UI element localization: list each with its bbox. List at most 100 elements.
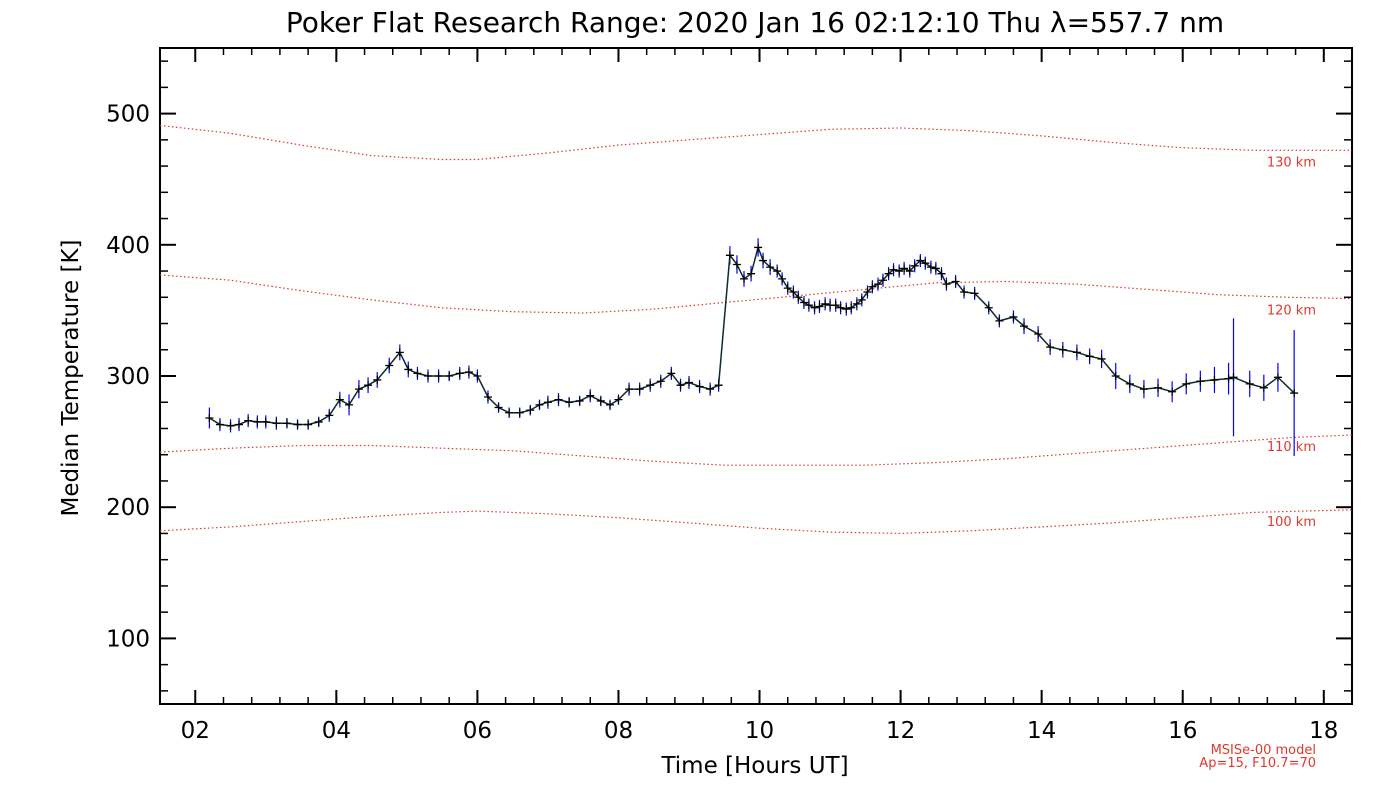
- data-point: [960, 288, 969, 297]
- axes: 02 04 06 08 10 12 14 16 18 100 200 300 400 500: [106, 48, 1352, 744]
- data-point: [515, 408, 524, 417]
- data-point: [373, 375, 382, 384]
- data-point: [272, 419, 281, 428]
- data-point: [565, 398, 574, 407]
- x-tick-label: 18: [1309, 718, 1338, 744]
- data-point: [261, 417, 270, 426]
- data-point: [1210, 375, 1219, 384]
- data-point: [1009, 312, 1018, 321]
- data-point: [554, 395, 563, 404]
- x-tick-label: 04: [322, 718, 351, 744]
- data-point: [1196, 377, 1205, 386]
- x-tick-label: 16: [1168, 718, 1197, 744]
- data-point: [205, 413, 214, 422]
- data-point: [676, 381, 685, 390]
- data-point: [656, 377, 665, 386]
- data-point: [526, 406, 535, 415]
- data-point: [543, 398, 552, 407]
- x-tick-label: 08: [604, 718, 633, 744]
- model-curve-label: 100 km: [1267, 515, 1316, 530]
- data-point: [505, 408, 514, 417]
- data-point: [942, 280, 951, 289]
- data-point: [910, 261, 919, 270]
- x-axis-label: Time [Hours UT]: [660, 753, 848, 779]
- data-point: [773, 267, 782, 276]
- data-point: [445, 372, 454, 380]
- data-point: [1290, 389, 1299, 398]
- data-point: [810, 303, 819, 312]
- y-tick-label: 100: [106, 626, 150, 652]
- data-point: [695, 382, 704, 391]
- data-point: [1020, 322, 1029, 331]
- data-point: [884, 269, 893, 278]
- data-point: [253, 417, 262, 426]
- model-curve-100-km: [159, 509, 1353, 535]
- data-point: [494, 403, 503, 412]
- data-point: [714, 381, 723, 390]
- data-point: [667, 369, 676, 378]
- data-point: [614, 395, 623, 404]
- data-point: [754, 243, 763, 252]
- data-point: [905, 267, 914, 276]
- data-point: [1097, 354, 1106, 363]
- data-point: [799, 298, 808, 307]
- data-point: [842, 305, 851, 314]
- data-point: [1154, 383, 1163, 392]
- data-point: [535, 400, 544, 409]
- data-point: [354, 385, 363, 394]
- data-point: [215, 420, 224, 429]
- x-tick-label: 06: [463, 718, 492, 744]
- y-tick-label: 400: [106, 233, 150, 259]
- data-point: [1245, 379, 1254, 388]
- data-point: [725, 251, 734, 260]
- data-point: [404, 365, 413, 374]
- data-point: [473, 372, 482, 380]
- data-point: [455, 369, 464, 378]
- y-tick-label: 200: [106, 495, 150, 521]
- data-point: [815, 302, 824, 311]
- data-point: [836, 303, 845, 312]
- data-point: [926, 263, 935, 272]
- data-point: [434, 372, 443, 380]
- data-point: [706, 385, 715, 394]
- data-point: [766, 263, 775, 272]
- data-point: [234, 420, 243, 429]
- data-point: [852, 299, 861, 308]
- y-tick-label: 500: [106, 102, 150, 128]
- y-tick-label: 300: [106, 364, 150, 390]
- x-tick-label: 12: [886, 718, 915, 744]
- model-note-line-2: Ap=15, F10.7=70: [1199, 756, 1316, 771]
- data-point: [740, 274, 749, 283]
- data-point: [244, 416, 253, 425]
- model-note-line-1: MSISe-00 model: [1211, 743, 1316, 758]
- data-point: [878, 276, 887, 285]
- data-point: [1034, 330, 1043, 339]
- data-point: [575, 396, 584, 405]
- data-point: [794, 293, 803, 302]
- model-curve-120-km: [159, 274, 1353, 314]
- data-point: [596, 396, 605, 405]
- measurement-series: [205, 238, 1299, 457]
- data-point: [931, 264, 940, 273]
- data-point: [293, 420, 302, 429]
- data-point: [778, 274, 787, 283]
- data-point: [625, 385, 634, 394]
- data-point: [857, 295, 866, 304]
- data-point: [984, 303, 993, 312]
- model-curve-label: 110 km: [1267, 440, 1316, 455]
- data-point: [586, 391, 595, 400]
- data-point: [483, 392, 492, 401]
- data-point: [635, 385, 644, 394]
- data-point: [364, 381, 373, 390]
- x-tick-label: 14: [1027, 718, 1056, 744]
- data-point: [1139, 385, 1148, 394]
- data-point: [916, 256, 925, 265]
- data-point: [937, 269, 946, 278]
- data-point: [874, 280, 883, 289]
- y-axis-label: Median Temperature [K]: [58, 240, 84, 517]
- data-point: [868, 282, 877, 291]
- data-point: [1229, 373, 1238, 382]
- data-point: [1259, 383, 1268, 392]
- data-point: [783, 284, 792, 293]
